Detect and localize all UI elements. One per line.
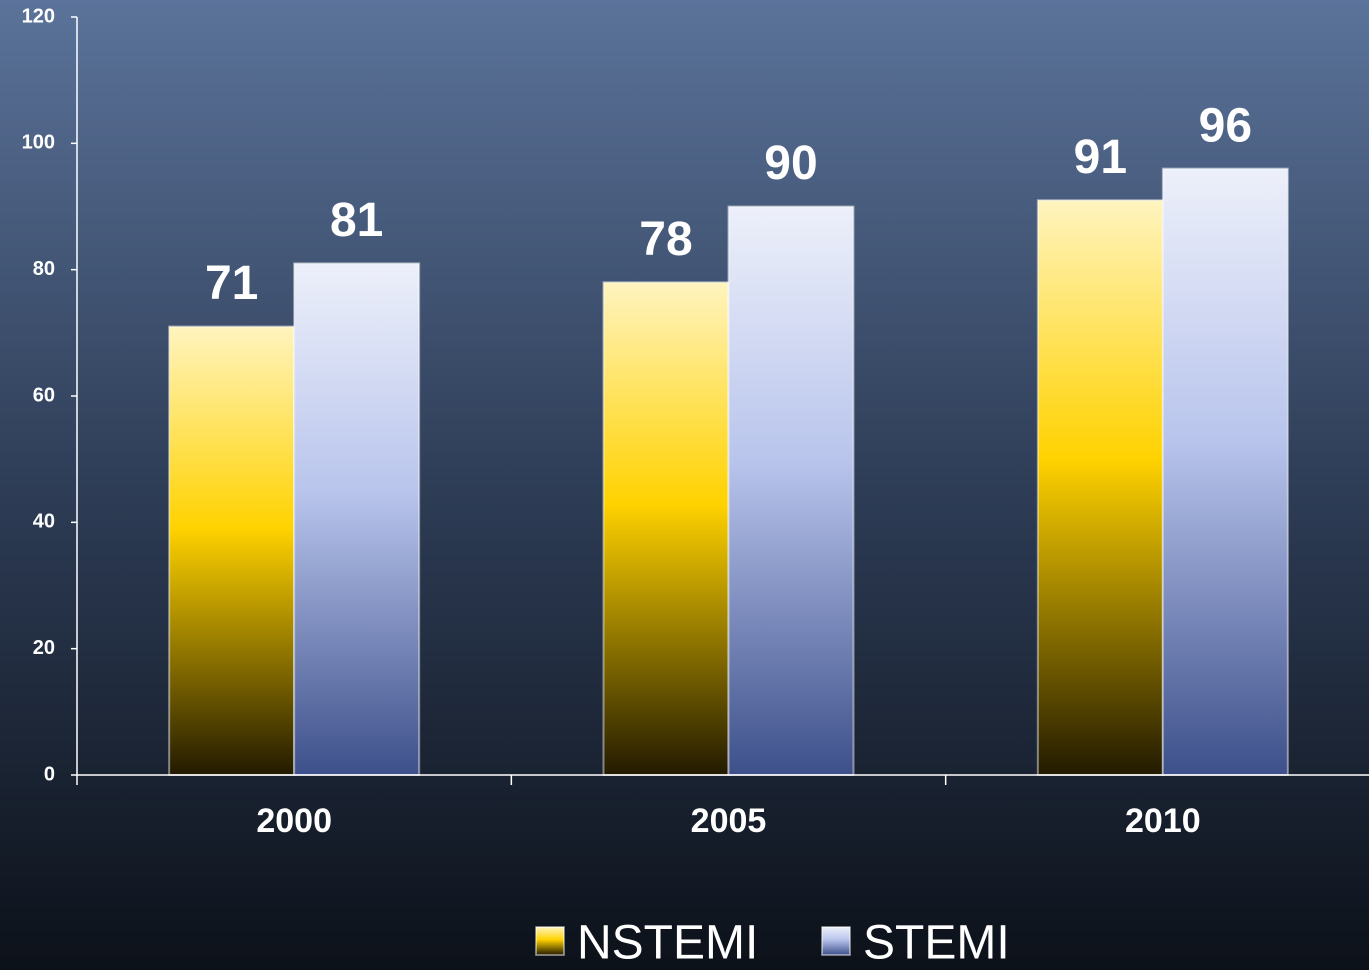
bar [727,205,855,776]
value-label: 81 [330,194,383,247]
y-tick-label: 100 [22,132,55,154]
legend-label: STEMI [863,917,1010,970]
bar [293,262,421,776]
value-label: 71 [205,257,258,310]
x-tick-label: 2010 [1125,802,1201,840]
x-tick-label: 2000 [256,802,332,840]
legend-swatch [535,926,565,956]
legend-label: NSTEMI [577,917,758,970]
value-label: 78 [639,213,692,266]
value-label: 96 [1199,99,1252,152]
y-tick-label: 120 [22,5,55,27]
y-tick-label: 40 [33,511,55,533]
value-label: 91 [1074,131,1127,184]
bar [1161,167,1289,777]
bar [168,325,296,776]
y-tick-label: 60 [33,384,55,406]
y-tick-label: 20 [33,637,55,659]
x-tick-label: 2005 [691,802,767,840]
legend-swatch [821,926,851,956]
value-label: 90 [764,137,817,190]
y-tick-label: 0 [44,763,55,785]
bar [1036,199,1164,776]
y-tick-label: 80 [33,258,55,280]
bar [602,281,730,776]
